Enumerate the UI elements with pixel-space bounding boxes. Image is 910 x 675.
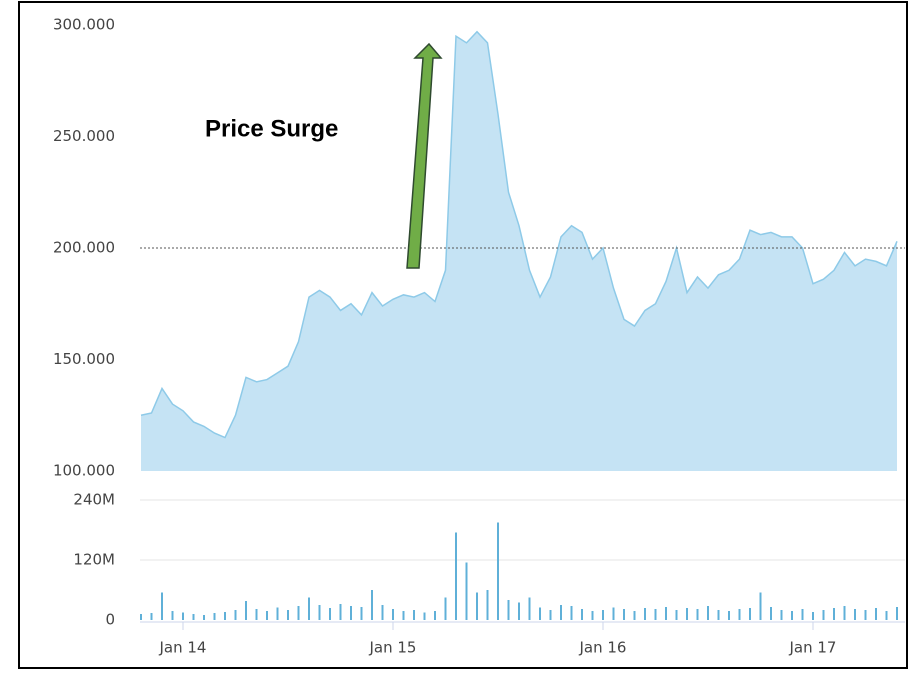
bar xyxy=(707,606,709,620)
bar xyxy=(549,610,552,620)
bar xyxy=(455,532,457,620)
bar xyxy=(570,606,573,620)
bar xyxy=(444,597,447,620)
frame xyxy=(18,1,908,669)
bar xyxy=(140,614,142,620)
bar xyxy=(245,601,247,620)
bar xyxy=(339,604,342,620)
bar xyxy=(203,615,205,620)
bar xyxy=(833,608,835,620)
y-tick-label: 200.000 xyxy=(53,239,115,257)
bar xyxy=(224,612,226,620)
bar xyxy=(591,611,594,620)
bar xyxy=(633,611,636,620)
bar xyxy=(402,611,405,620)
x-tick-label: Jan 16 xyxy=(579,639,627,657)
x-tick-label: Jan 14 xyxy=(159,639,207,657)
y-tick-label: 300.000 xyxy=(53,16,115,34)
bar xyxy=(717,610,720,620)
bar xyxy=(896,607,898,620)
bar xyxy=(539,607,541,620)
bar xyxy=(497,522,499,620)
bar xyxy=(875,608,877,620)
bar xyxy=(329,608,331,620)
bar xyxy=(213,613,216,620)
bar xyxy=(602,610,604,620)
x-tick-label: Jan 17 xyxy=(789,639,837,657)
bar xyxy=(297,606,300,620)
bar xyxy=(864,610,867,620)
bar xyxy=(192,614,195,620)
bar xyxy=(812,612,814,620)
bar xyxy=(392,609,394,620)
bar xyxy=(234,610,237,620)
bar xyxy=(465,562,468,620)
bar xyxy=(423,612,426,620)
bar xyxy=(749,608,751,620)
y-tick-label: 240M xyxy=(73,491,115,509)
bar xyxy=(770,607,772,620)
bar xyxy=(476,592,478,620)
bar xyxy=(780,610,783,620)
x-tick-label: Jan 15 xyxy=(369,639,417,657)
bar xyxy=(518,602,520,620)
bar xyxy=(801,609,804,620)
y-tick-label: 100.000 xyxy=(53,462,115,480)
bar xyxy=(413,610,415,620)
bar xyxy=(822,610,825,620)
y-tick-label: 0 xyxy=(105,611,115,629)
bar xyxy=(255,609,258,620)
annotation: Price Surge xyxy=(205,115,338,142)
bar xyxy=(161,592,163,620)
bar xyxy=(581,609,583,620)
line xyxy=(140,30,898,439)
bar xyxy=(276,607,279,620)
bar xyxy=(612,607,615,620)
bar xyxy=(371,590,373,620)
bar xyxy=(644,608,646,620)
bar xyxy=(854,609,856,620)
bar xyxy=(528,597,531,620)
bar xyxy=(738,609,741,620)
bar xyxy=(381,605,384,620)
bar xyxy=(696,609,699,620)
bar xyxy=(560,605,562,620)
bar xyxy=(182,612,184,620)
area xyxy=(141,31,897,471)
arrow xyxy=(406,42,443,269)
bar xyxy=(150,613,153,620)
bar xyxy=(675,610,678,620)
bar xyxy=(654,609,657,620)
bar xyxy=(843,606,846,620)
bar xyxy=(308,597,310,620)
y-tick-label: 250.000 xyxy=(53,127,115,145)
bar xyxy=(486,590,489,620)
bar xyxy=(665,607,667,620)
bar xyxy=(507,600,510,620)
bar xyxy=(623,609,625,620)
bar xyxy=(350,606,352,620)
bar xyxy=(360,607,363,620)
bar xyxy=(686,608,688,620)
bar xyxy=(266,611,268,620)
bar xyxy=(728,611,730,620)
bar xyxy=(791,611,793,620)
bar xyxy=(287,610,289,620)
bar xyxy=(434,611,436,620)
y-tick-label: 120M xyxy=(73,551,115,569)
bar xyxy=(318,605,321,620)
bar xyxy=(759,592,762,620)
bar xyxy=(171,611,174,620)
y-tick-label: 150.000 xyxy=(53,350,115,368)
bar xyxy=(885,611,888,620)
plot: 100.000 150.000 200.000 250.000 300.000 0 120M… xyxy=(53,16,905,657)
